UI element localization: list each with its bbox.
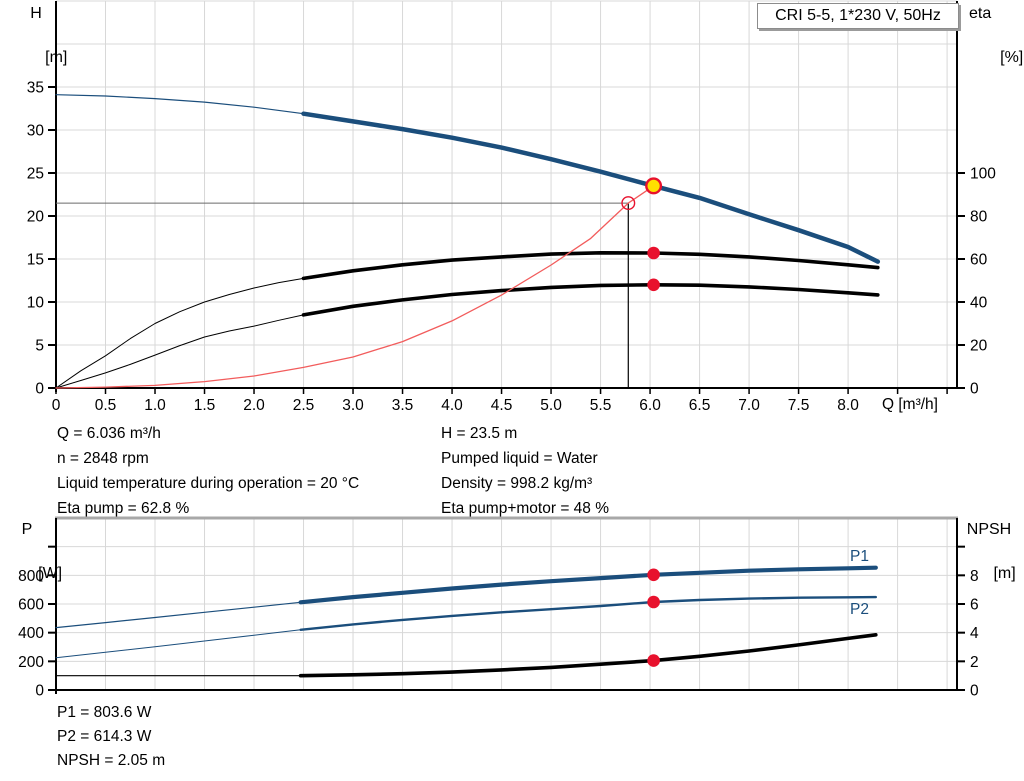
marker-p2-point: [647, 595, 660, 609]
p-axis-symbol: P: [21, 521, 33, 538]
x-tick-label: 3.0: [342, 397, 364, 414]
right-tick-label: 60: [970, 252, 988, 269]
series-head-thick: [301, 111, 881, 264]
info-speed: n = 2848 rpm: [57, 450, 149, 467]
right-tick-label: 2: [970, 654, 979, 671]
p1-curve-label: P1: [850, 548, 869, 565]
right-tick-label: 6: [970, 597, 979, 614]
left-tick-label: 400: [18, 625, 44, 642]
series-npsh-thick: [298, 632, 878, 678]
right-tick-label: 8: [970, 568, 979, 585]
right-tick-label: 0: [970, 381, 979, 398]
left-tick-label: 20: [27, 209, 45, 226]
info-pumped-liquid: Pumped liquid = Water: [441, 450, 598, 467]
left-tick-label: 30: [27, 123, 45, 140]
series-eta-pump-thick: [301, 251, 880, 281]
info-density: Density = 998.2 kg/m³: [441, 475, 593, 492]
eta-axis-symbol: eta: [969, 5, 992, 22]
x-tick-label: 7.5: [788, 397, 810, 414]
pump-title-box: CRI 5-5, 1*230 V, 50Hz: [757, 3, 959, 29]
npsh-axis-symbol: NPSH: [966, 521, 1012, 538]
x-tick-label: 5.5: [590, 397, 612, 414]
eta-axis-title: eta [%]: [969, 3, 1023, 69]
right-tick-label: 80: [970, 209, 988, 226]
left-tick-label: 600: [18, 597, 44, 614]
info-p2: P2 = 614.3 W: [57, 728, 152, 745]
x-tick-label: 3.5: [392, 397, 414, 414]
x-tick-label: 2.5: [293, 397, 315, 414]
info-npsh: NPSH = 2.05 m: [57, 752, 166, 769]
left-tick-label: 0: [35, 683, 44, 700]
marker-requested-point: [621, 196, 636, 211]
series-eta-pump-motor-thin: [55, 314, 304, 389]
x-tick-label: 4.5: [491, 397, 513, 414]
marker-eta-pump-motor-point: [647, 278, 660, 292]
x-tick-label: 4.0: [441, 397, 463, 414]
x-tick-label: 6.0: [639, 397, 661, 414]
result-info: P1 = 803.6 W P2 = 614.3 W NPSH = 2.05 m: [57, 701, 165, 773]
h-axis-unit: [m]: [45, 49, 68, 66]
series-p1-thin: [55, 601, 302, 629]
duty-info-left: Q = 6.036 m³/h n = 2848 rpm Liquid tempe…: [57, 421, 359, 521]
series-head-thin: [55, 94, 305, 115]
left-tick-label: 0: [35, 381, 44, 398]
left-tick-label: 5: [35, 338, 44, 355]
series-p2-thick: [299, 595, 877, 631]
marker-duty-point: [645, 177, 663, 195]
series-system-curve: [55, 185, 655, 389]
q-axis-label: Q [m³/h]: [882, 396, 938, 413]
left-tick-label: 200: [18, 654, 44, 671]
x-tick-label: 0.5: [95, 397, 117, 414]
x-tick-label: 6.5: [689, 397, 711, 414]
npsh-axis-unit: [m]: [993, 565, 1016, 582]
p-axis-unit: [W]: [38, 565, 63, 582]
x-tick-label: 8.0: [837, 397, 859, 414]
series-p1-thick: [298, 565, 878, 605]
info-p1: P1 = 803.6 W: [57, 704, 152, 721]
info-q: Q = 6.036 m³/h: [57, 425, 161, 442]
marker-p1-point: [647, 568, 660, 582]
left-tick-label: 35: [27, 80, 44, 97]
x-tick-label: 0: [52, 397, 61, 414]
x-tick-label: 1.5: [194, 397, 216, 414]
left-tick-label: 25: [27, 166, 44, 183]
series-eta-pump-motor-thick: [301, 282, 880, 317]
series-p2-thin: [55, 629, 302, 659]
left-tick-label: 15: [27, 252, 44, 269]
series-eta-pump-thin: [55, 277, 304, 389]
marker-eta-pump-point: [647, 246, 660, 260]
p2-curve-label: P2: [850, 601, 869, 618]
left-tick-label: 10: [27, 295, 45, 312]
right-tick-label: 20: [970, 338, 988, 355]
info-head: H = 23.5 m: [441, 425, 518, 442]
right-tick-label: 4: [970, 625, 979, 642]
x-tick-label: 7.0: [738, 397, 760, 414]
info-eta-pump-motor: Eta pump+motor = 48 %: [441, 500, 610, 517]
right-tick-label: 0: [970, 683, 979, 700]
h-axis-title: H [m]: [14, 3, 67, 69]
npsh-axis-title: NPSH [m]: [960, 519, 1018, 585]
left-tick-label: 800: [18, 568, 44, 585]
duty-info-right: H = 23.5 m Pumped liquid = Water Density…: [441, 421, 609, 521]
eta-axis-unit: [%]: [1000, 49, 1024, 66]
right-tick-label: 100: [970, 166, 996, 183]
x-tick-label: 2.0: [243, 397, 265, 414]
info-eta-pump: Eta pump = 62.8 %: [57, 500, 190, 517]
right-tick-label: 40: [970, 295, 988, 312]
x-tick-label: 5.0: [540, 397, 562, 414]
marker-npsh-point: [647, 654, 660, 667]
pump-title: CRI 5-5, 1*230 V, 50Hz: [775, 7, 941, 24]
info-liquid-temp: Liquid temperature during operation = 20…: [57, 475, 360, 492]
h-axis-symbol: H: [30, 5, 42, 22]
p-axis-title: P [W]: [7, 519, 62, 585]
x-tick-label: 1.0: [144, 397, 166, 414]
